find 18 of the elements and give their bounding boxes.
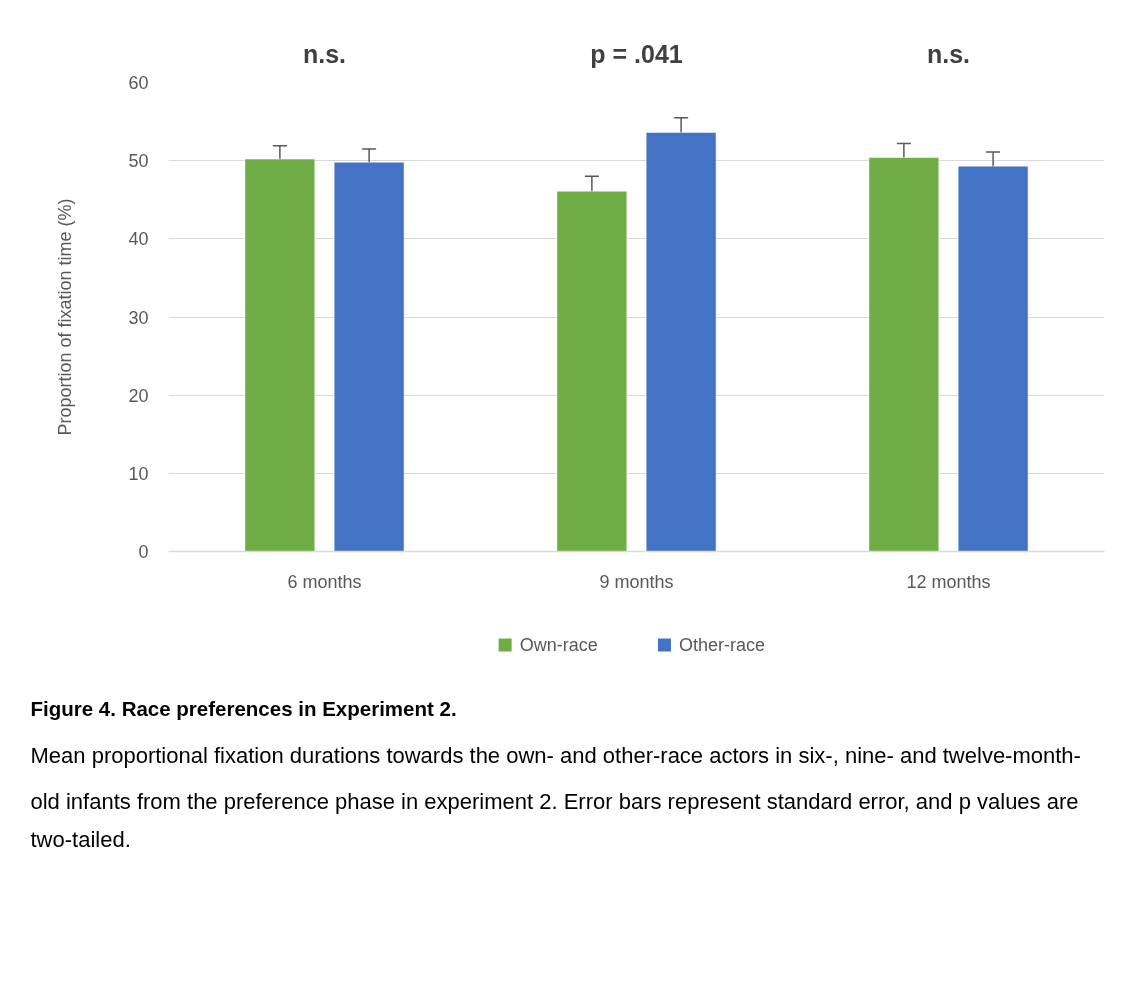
y-tick-label: 10 <box>128 463 149 484</box>
y-tick-label: 40 <box>128 229 149 250</box>
text: n.s. <box>302 40 347 69</box>
text: n.s. <box>926 40 971 69</box>
legend-label: Other-race <box>678 635 765 655</box>
x-tick-label: 9 months <box>599 571 674 592</box>
y-axis-title: Proportion of fixation time (%) <box>55 198 76 436</box>
text: p = .041 <box>590 40 683 69</box>
x-tick-label: 12 months <box>906 571 991 592</box>
y-tick-label: 30 <box>128 307 149 328</box>
y-tick-label: 20 <box>128 385 149 406</box>
legend-label: Own-race <box>519 635 598 655</box>
text: Mean proportional fixation durations towards the own- and other-race actors in six-, nine- and twelve-month-old infants from the preference phase in experiment 2. Error bars represent standard error, and p values are two-tailed. <box>30 742 1081 852</box>
y-tick-label: 50 <box>128 151 149 172</box>
y-tick-label: 60 <box>128 73 149 93</box>
y-tick-label: 0 <box>138 542 149 562</box>
text: Figure 4. Race preferences in Experiment 2. <box>30 697 457 720</box>
x-tick-label: 6 months <box>287 571 362 592</box>
